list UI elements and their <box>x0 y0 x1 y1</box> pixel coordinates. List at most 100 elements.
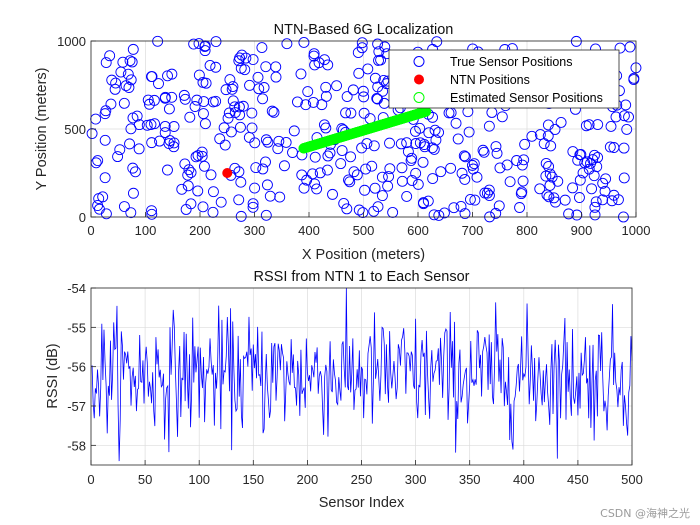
true-sensor-point <box>387 206 399 218</box>
true-sensor-point <box>300 99 312 111</box>
true-sensor-point <box>112 151 124 163</box>
true-sensor-point <box>268 106 280 118</box>
true-sensor-point <box>146 205 157 217</box>
true-sensor-point <box>409 125 421 137</box>
true-sensor-point <box>463 126 475 138</box>
true-sensor-point <box>600 173 612 185</box>
true-sensor-point <box>362 63 374 75</box>
true-sensor-point <box>483 190 495 201</box>
rssi-y-tick-label: -58 <box>67 438 86 453</box>
true-sensor-point <box>235 176 247 188</box>
true-sensor-point <box>481 187 493 199</box>
scatter-x-tick-label: 300 <box>244 223 266 238</box>
true-sensor-point <box>324 147 336 159</box>
true-sensor-point <box>459 151 471 163</box>
true-sensor-point <box>555 117 567 128</box>
true-sensor-point <box>199 118 211 130</box>
true-sensor-point <box>335 158 347 170</box>
true-sensor-point <box>478 146 490 158</box>
true-sensor-point <box>266 105 278 117</box>
true-sensor-point <box>417 156 429 168</box>
true-sensor-point <box>543 160 555 172</box>
true-sensor-point <box>244 79 255 91</box>
true-sensor-point <box>233 166 245 178</box>
true-sensor-point <box>222 112 234 124</box>
true-sensor-point <box>117 56 129 68</box>
true-sensor-point <box>210 61 222 73</box>
scatter-x-tick-label: 700 <box>462 223 484 238</box>
true-sensor-point <box>526 130 538 142</box>
legend-ntn-marker <box>414 74 424 85</box>
true-sensor-point <box>514 202 526 213</box>
true-sensor-point <box>246 122 258 134</box>
scatter-x-tick-label: 200 <box>189 223 211 238</box>
true-sensor-point <box>261 179 273 191</box>
true-sensor-point <box>159 127 171 139</box>
true-sensor-point <box>110 77 122 89</box>
true-sensor-point <box>494 162 506 174</box>
true-sensor-point <box>491 147 503 159</box>
true-sensor-point <box>118 201 130 212</box>
true-sensor-point <box>428 209 440 221</box>
legend-entry-estimated: Estimated Sensor Positions <box>413 91 603 105</box>
true-sensor-point <box>249 182 261 194</box>
true-sensor-point <box>427 173 439 185</box>
scatter-x-tick-label: 800 <box>516 223 538 238</box>
true-sensor-point <box>166 68 178 80</box>
true-sensor-point <box>93 203 105 215</box>
true-sensor-point <box>274 191 286 203</box>
true-sensor-point <box>162 164 173 176</box>
true-sensor-point <box>552 175 564 187</box>
scatter-x-label: X Position (meters) <box>302 247 425 263</box>
true-sensor-point <box>168 121 180 132</box>
true-sensor-point <box>359 184 371 196</box>
true-sensor-point <box>567 146 579 158</box>
true-sensor-point <box>99 134 111 146</box>
true-sensor-point <box>205 169 217 181</box>
true-sensor-point <box>307 168 318 180</box>
true-sensor-point <box>219 139 231 151</box>
true-sensor-point <box>295 68 307 80</box>
true-sensor-point <box>322 164 333 176</box>
rssi-y-label: RSSI (dB) <box>45 343 61 408</box>
true-sensor-point <box>545 140 557 152</box>
scatter-x-tick-label: 0 <box>87 223 94 238</box>
true-sensor-point <box>215 196 227 208</box>
true-sensor-point <box>316 99 328 111</box>
true-sensor-point <box>589 201 601 213</box>
true-sensor-point <box>419 141 431 153</box>
rssi-x-tick-label: 450 <box>567 472 589 487</box>
true-sensor-point <box>308 50 320 62</box>
true-sensor-point <box>583 163 595 175</box>
true-sensor-point <box>122 68 134 80</box>
true-sensor-point <box>235 121 246 133</box>
true-sensor-point <box>309 178 321 190</box>
true-sensor-point <box>280 136 292 148</box>
true-sensor-point <box>233 194 245 206</box>
true-sensor-point <box>534 183 546 195</box>
true-sensor-point <box>246 107 258 119</box>
true-sensor-point <box>371 92 383 104</box>
rssi-title: RSSI from NTN 1 to Each Sensor <box>254 269 470 285</box>
true-sensor-point <box>159 92 171 104</box>
true-sensor-point <box>118 97 130 109</box>
true-sensor-point <box>97 191 109 203</box>
true-sensor-point <box>490 141 502 152</box>
true-sensor-point <box>450 117 462 129</box>
true-sensor-point <box>586 183 598 195</box>
true-sensor-point <box>247 201 259 213</box>
true-sensor-point <box>86 128 98 139</box>
true-sensor-point <box>322 59 334 71</box>
rssi-x-label: Sensor Index <box>319 495 405 511</box>
true-sensor-point <box>620 99 632 111</box>
rssi-x-tick-label: 350 <box>459 472 481 487</box>
true-sensor-point <box>468 158 480 170</box>
rssi-x-tick-label: 50 <box>138 472 152 487</box>
legend-ntn-label: NTN Positions <box>450 73 530 87</box>
true-sensor-point <box>445 162 457 174</box>
true-sensor-point <box>224 74 236 86</box>
true-sensor-point <box>550 196 561 208</box>
true-sensor-point <box>351 169 363 181</box>
true-sensor-point <box>377 85 389 97</box>
